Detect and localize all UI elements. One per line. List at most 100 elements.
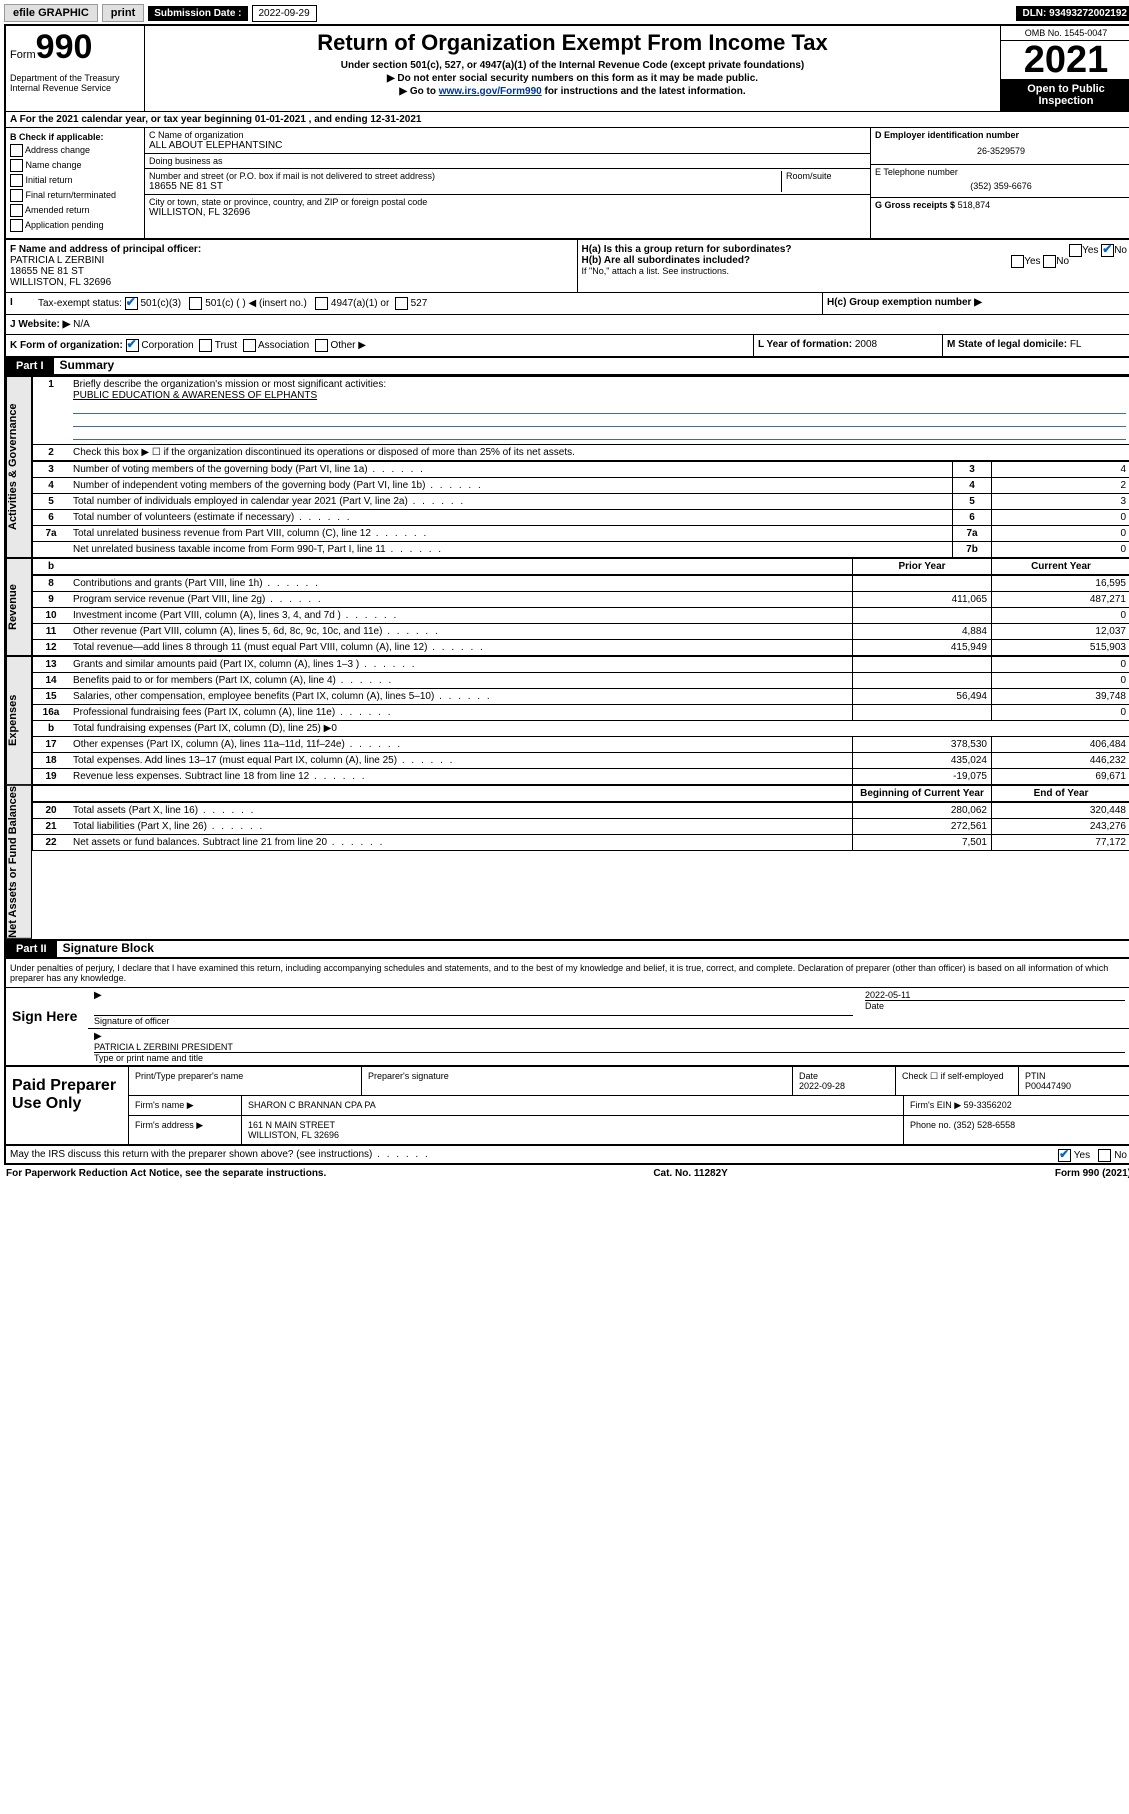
begin-year-hdr: Beginning of Current Year <box>853 786 992 802</box>
sig-officer-label: Signature of officer <box>94 1015 853 1026</box>
table-row: 14Benefits paid to or for members (Part … <box>33 673 1129 689</box>
discuss-no-checkbox[interactable] <box>1098 1149 1111 1162</box>
q1-value: PUBLIC EDUCATION & AWARENESS OF ELPHANTS <box>73 390 317 401</box>
prep-name-hdr: Print/Type preparer's name <box>129 1067 362 1095</box>
col-b-checkboxes: B Check if applicable: Address change Na… <box>6 128 145 238</box>
501c-checkbox[interactable] <box>189 297 202 310</box>
final-return-checkbox[interactable] <box>10 189 23 202</box>
501c3-checkbox[interactable] <box>125 297 138 310</box>
prep-ptin: P00447490 <box>1025 1081 1071 1091</box>
footer-left: For Paperwork Reduction Act Notice, see … <box>6 1168 326 1179</box>
dba-label: Doing business as <box>149 156 866 166</box>
footer-right: Form 990 (2021) <box>1055 1168 1129 1179</box>
footer-mid: Cat. No. 11282Y <box>653 1168 727 1179</box>
table-row: 20Total assets (Part X, line 16)280,0623… <box>33 803 1129 819</box>
table-row: 12Total revenue—add lines 8 through 11 (… <box>33 640 1129 656</box>
efile-button[interactable]: efile GRAPHIC <box>4 4 98 22</box>
end-year-hdr: End of Year <box>992 786 1129 802</box>
form-number: Form990 <box>10 28 140 67</box>
city-label: City or town, state or province, country… <box>149 197 866 207</box>
street-value: 18655 NE 81 ST <box>149 181 781 192</box>
submission-label: Submission Date : <box>148 6 247 21</box>
table-row: 17Other expenses (Part IX, column (A), l… <box>33 737 1129 753</box>
dept-label: Department of the Treasury Internal Reve… <box>10 73 140 93</box>
initial-return-checkbox[interactable] <box>10 174 23 187</box>
officer-label: F Name and address of principal officer: <box>10 244 201 255</box>
table-row: 22Net assets or fund balances. Subtract … <box>33 835 1129 851</box>
ein-label: D Employer identification number <box>875 130 1019 140</box>
print-button[interactable]: print <box>102 4 144 22</box>
assoc-checkbox[interactable] <box>243 339 256 352</box>
sig-name: PATRICIA L ZERBINI PRESIDENT <box>94 1042 1125 1052</box>
prep-ptin-hdr: PTIN <box>1025 1071 1046 1081</box>
527-checkbox[interactable] <box>395 297 408 310</box>
corp-checkbox[interactable] <box>126 339 139 352</box>
subtitle-1: Under section 501(c), 527, or 4947(a)(1)… <box>149 60 996 71</box>
domicile-value: FL <box>1070 339 1082 350</box>
name-change-checkbox[interactable] <box>10 159 23 172</box>
table-row: 5Total number of individuals employed in… <box>33 494 1129 510</box>
row-i-label: I <box>6 293 34 314</box>
sig-name-label: Type or print name and title <box>94 1052 1125 1063</box>
q2-label: Check this box ▶ ☐ if the organization d… <box>69 445 1129 461</box>
domicile-label: M State of legal domicile: <box>947 339 1067 350</box>
table-row: 21Total liabilities (Part X, line 26)272… <box>33 819 1129 835</box>
form-header: Form990 Department of the Treasury Inter… <box>4 24 1129 111</box>
trust-checkbox[interactable] <box>199 339 212 352</box>
sign-here-label: Sign Here <box>6 988 88 1065</box>
q1-label: Briefly describe the organization's miss… <box>73 379 386 390</box>
tax-year: 2021 <box>1001 41 1129 79</box>
amended-return-checkbox[interactable] <box>10 204 23 217</box>
room-label: Room/suite <box>786 171 866 181</box>
table-row: bTotal fundraising expenses (Part IX, co… <box>33 721 1129 737</box>
address-change-checkbox[interactable] <box>10 144 23 157</box>
hb-no-checkbox[interactable] <box>1043 255 1056 268</box>
submission-date: 2022-09-29 <box>252 5 317 22</box>
year-form-value: 2008 <box>855 339 877 350</box>
table-row: 15Salaries, other compensation, employee… <box>33 689 1129 705</box>
ha-label: H(a) Is this a group return for subordin… <box>582 244 792 255</box>
side-governance: Activities & Governance <box>6 376 32 558</box>
prep-check-hdr: Check ☐ if self-employed <box>896 1067 1019 1095</box>
discuss-row: May the IRS discuss this return with the… <box>4 1146 1129 1165</box>
side-revenue: Revenue <box>6 558 32 656</box>
sig-date-label: Date <box>865 1000 1125 1011</box>
4947-checkbox[interactable] <box>315 297 328 310</box>
ha-yes-checkbox[interactable] <box>1069 244 1082 257</box>
part1-header: Part ISummary <box>4 358 1129 376</box>
other-checkbox[interactable] <box>315 339 328 352</box>
open-public-badge: Open to Public Inspection <box>1001 79 1129 111</box>
table-row: 13Grants and similar amounts paid (Part … <box>33 657 1129 673</box>
ein-value: 26-3529579 <box>875 140 1127 162</box>
firm-name-label: Firm's name ▶ <box>129 1096 242 1115</box>
street-label: Number and street (or P.O. box if mail i… <box>149 171 781 181</box>
table-row: 6Total number of volunteers (estimate if… <box>33 510 1129 526</box>
org-name: ALL ABOUT ELEPHANTSINC <box>149 140 866 151</box>
section-governance: Activities & Governance 1 Briefly descri… <box>4 376 1129 558</box>
discuss-yes-checkbox[interactable] <box>1058 1149 1071 1162</box>
firm-addr-label: Firm's address ▶ <box>129 1116 242 1144</box>
firm-ein: 59-3356202 <box>964 1100 1012 1110</box>
ha-no-checkbox[interactable] <box>1101 244 1114 257</box>
section-revenue: Revenue b Prior Year Current Year 8Contr… <box>4 558 1129 656</box>
table-row: Net unrelated business taxable income fr… <box>33 542 1129 558</box>
instructions-link[interactable]: www.irs.gov/Form990 <box>439 86 542 97</box>
firm-ein-label: Firm's EIN ▶ <box>910 1100 961 1110</box>
table-row: 18Total expenses. Add lines 13–17 (must … <box>33 753 1129 769</box>
website-value: N/A <box>73 319 90 330</box>
gross-receipts-label: G Gross receipts $ <box>875 200 955 210</box>
hc-label: H(c) Group exemption number ▶ <box>822 293 1129 314</box>
section-expenses: Expenses 13Grants and similar amounts pa… <box>4 656 1129 785</box>
app-pending-checkbox[interactable] <box>10 219 23 232</box>
sig-date: 2022-05-11 <box>865 990 1125 1000</box>
officer-addr2: WILLISTON, FL 32696 <box>10 277 111 288</box>
part2-header: Part IISignature Block <box>4 941 1129 959</box>
dln-label: DLN: 93493272002192 <box>1016 6 1129 21</box>
hb-yes-checkbox[interactable] <box>1011 255 1024 268</box>
gross-receipts-value: 518,874 <box>958 200 991 210</box>
table-row: 7aTotal unrelated business revenue from … <box>33 526 1129 542</box>
row-a-tax-year: A For the 2021 calendar year, or tax yea… <box>4 111 1129 127</box>
header-lower: F Name and address of principal officer:… <box>4 240 1129 358</box>
table-row: 8Contributions and grants (Part VIII, li… <box>33 576 1129 592</box>
officer-addr1: 18655 NE 81 ST <box>10 266 84 277</box>
